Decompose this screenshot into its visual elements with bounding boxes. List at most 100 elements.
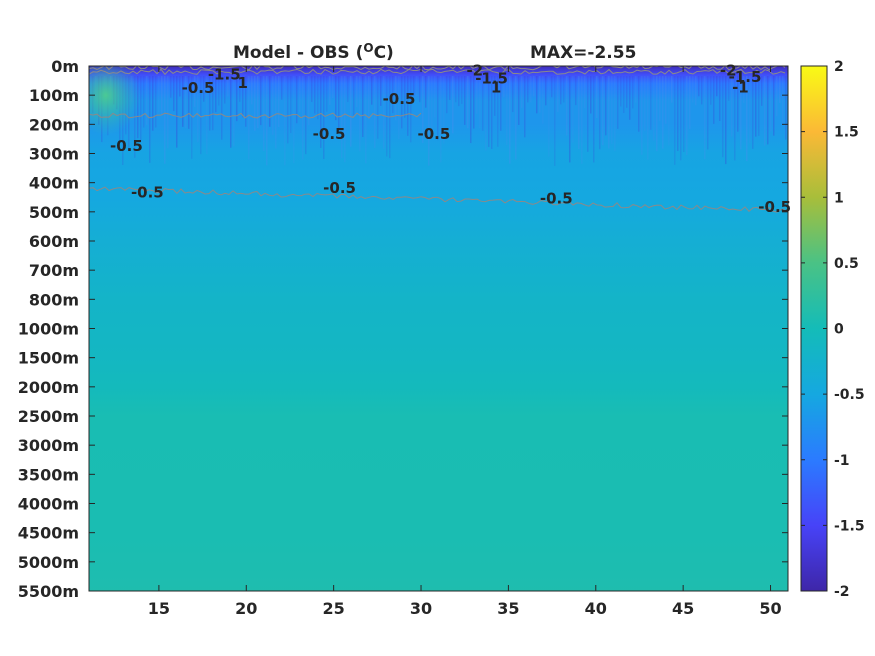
colorbar-tick-label: 2 [834, 59, 844, 75]
x-tick-label: 35 [497, 599, 519, 618]
texture-streak [143, 76, 145, 128]
colorbar-tick-label: 1 [834, 190, 844, 206]
texture-streak [176, 76, 178, 148]
texture-streak [707, 76, 709, 150]
colorbar: 2 1.5 1 0.5 0 -0.5 -1 -1.5 -2 [800, 59, 865, 600]
texture-streak [236, 76, 238, 122]
contour-line [89, 112, 422, 119]
warm-anomaly-spot [89, 66, 141, 136]
colorbar-tick-label: -2 [834, 584, 850, 600]
title-text: Model - OBS (OC) [233, 41, 394, 63]
y-tick-label: 2500m [18, 407, 79, 426]
x-tick-label: 15 [148, 599, 170, 618]
texture-streak [374, 76, 376, 149]
contour-labels: -1.51-0.5-0.5-2-1.51-0.5 -0.5-0.5-2-1.5-1… [110, 62, 791, 217]
texture-streak [191, 76, 193, 159]
texture-streak [704, 76, 706, 160]
texture-streak [623, 76, 625, 113]
texture-streak [164, 76, 166, 164]
texture-streak [590, 76, 592, 114]
texture-streak [779, 76, 781, 103]
texture-streak [344, 76, 346, 163]
texture-streak [341, 76, 343, 159]
texture-streak [506, 76, 508, 146]
contour-label: -1.5 [208, 65, 241, 83]
texture-streak [602, 76, 604, 146]
texture-streak [281, 76, 283, 100]
texture-streak [245, 76, 247, 127]
texture-streak [347, 76, 349, 103]
y-tick-label: 0m [51, 57, 79, 76]
x-tick-label: 45 [672, 599, 694, 618]
contour-label: -0.5 [313, 125, 346, 143]
texture-streak [764, 76, 766, 146]
texture-streak [263, 76, 265, 152]
texture-streak [470, 76, 472, 144]
texture-streak [329, 76, 331, 105]
contour-label: -0.5 [182, 79, 215, 97]
y-tick-label: 500m [29, 203, 79, 222]
y-tick-label: 300m [29, 145, 79, 164]
contour-label: -1.5 [729, 68, 762, 86]
texture-streak [560, 76, 562, 105]
texture-streak [302, 76, 304, 160]
texture-streak [551, 76, 553, 98]
texture-streak [377, 76, 379, 139]
texture-streak [209, 76, 211, 131]
contour-label: -0.5 [758, 198, 791, 216]
texture-streak [725, 76, 727, 165]
texture-streak [755, 76, 757, 137]
texture-streak [578, 76, 580, 150]
x-tick-label: 20 [235, 599, 257, 618]
texture-streak [731, 76, 733, 137]
texture-streak [485, 76, 487, 151]
chart-title: Model - OBS (OC) MAX=-2.55 [233, 41, 636, 63]
texture-streak [215, 76, 217, 113]
y-tick-label: 4500m [18, 524, 79, 543]
texture-streak [488, 76, 490, 147]
texture-streak [662, 76, 664, 149]
texture-streak [626, 76, 628, 108]
colorbar-tick-label: 0.5 [834, 256, 859, 272]
contour-label: 1 [491, 78, 501, 96]
texture-streak [605, 76, 607, 136]
texture-streak [473, 76, 475, 129]
texture-streak [368, 76, 370, 120]
texture-streak [581, 76, 583, 164]
texture-streak [476, 76, 478, 114]
texture-streak [149, 76, 151, 163]
texture-streak [305, 76, 307, 155]
texture-streak [203, 76, 205, 102]
plot-area: -1.51-0.5-0.5-2-1.51-0.5 -0.5-0.5-2-1.5-1… [18, 57, 791, 618]
texture-streak [221, 76, 223, 140]
texture-streak [464, 76, 466, 125]
texture-streak [479, 76, 481, 129]
texture-streak [233, 76, 235, 147]
texture-streak [407, 76, 409, 136]
texture-streak [161, 76, 163, 115]
texture-streak [416, 76, 418, 97]
texture-streak [644, 76, 646, 132]
texture-streak [596, 76, 598, 119]
colorbar-tick-label: -0.5 [834, 387, 865, 403]
texture-streak [632, 76, 634, 109]
texture-streak [455, 76, 457, 103]
y-tick-label: 1000m [18, 320, 79, 339]
texture-streak [275, 76, 277, 149]
texture-streak [158, 76, 160, 113]
x-axis: 15 20 25 30 35 40 45 50 [148, 66, 782, 618]
texture-streak [317, 76, 319, 120]
texture-streak [761, 76, 763, 106]
texture-streak [437, 76, 439, 141]
texture-streak [311, 76, 313, 102]
texture-streak [482, 76, 484, 131]
texture-streak [140, 76, 142, 142]
texture-streak [521, 76, 523, 108]
texture-streak [359, 76, 361, 152]
texture-streak [383, 76, 385, 149]
texture-streak [299, 76, 301, 113]
texture-streak [323, 76, 325, 160]
texture-streak [194, 76, 196, 107]
texture-streak [248, 76, 250, 160]
contour-label: -0.5 [131, 183, 164, 201]
